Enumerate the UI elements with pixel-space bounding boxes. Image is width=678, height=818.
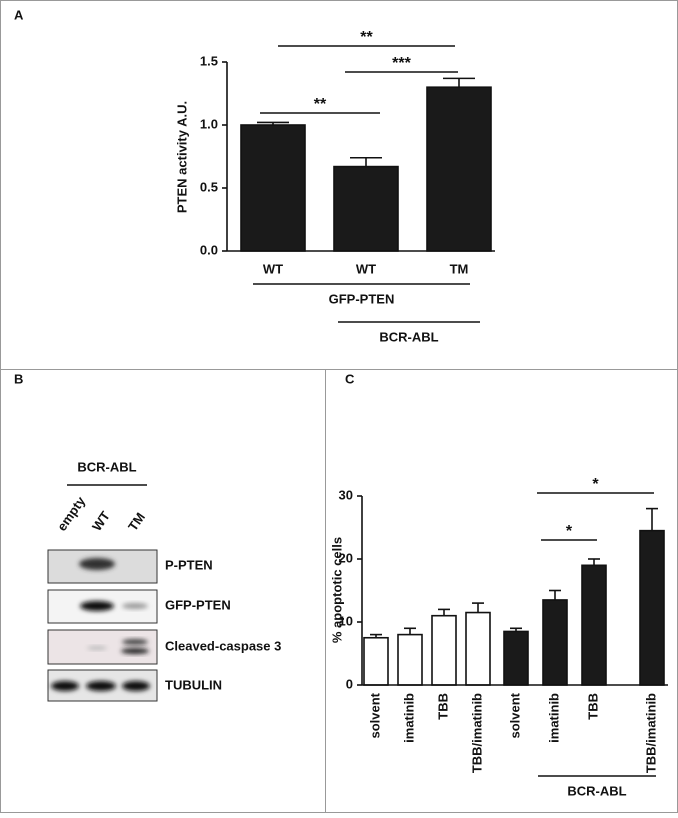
x-tick-label: TBB xyxy=(435,693,450,720)
y-tick-label: 0.0 xyxy=(200,242,218,257)
group-label: GFP-PTEN xyxy=(329,291,395,306)
y-tick-label: 20 xyxy=(339,550,353,565)
x-tick-label: WT xyxy=(356,261,376,276)
bar xyxy=(426,86,492,252)
bar xyxy=(397,633,423,686)
lane-label: empty xyxy=(54,493,89,534)
panel-frame xyxy=(325,369,678,813)
bar xyxy=(240,124,306,252)
x-tick-label: TM xyxy=(450,261,469,276)
bar xyxy=(542,599,568,686)
panel-label: C xyxy=(345,371,355,386)
x-tick-label: solvent xyxy=(367,692,382,738)
bar xyxy=(503,630,529,686)
x-tick-label: WT xyxy=(263,261,283,276)
bar xyxy=(363,636,389,686)
row-label: P-PTEN xyxy=(165,557,213,572)
y-tick-label: 0 xyxy=(346,676,353,691)
lane-label: TM xyxy=(125,510,148,534)
row-label: Cleaved-caspase 3 xyxy=(165,638,281,653)
x-tick-label: imatinib xyxy=(401,693,416,743)
x-tick-label: TBB xyxy=(585,693,600,720)
panel-label: A xyxy=(14,7,24,22)
y-tick-label: 1.0 xyxy=(200,116,218,131)
bar xyxy=(465,611,491,686)
bar xyxy=(333,165,399,252)
blot-group-label: BCR-ABL xyxy=(77,459,136,474)
panel-label: B xyxy=(14,371,23,386)
x-tick-label: imatinib xyxy=(546,693,561,743)
row-label: TUBULIN xyxy=(165,677,222,692)
y-tick-label: 1.5 xyxy=(200,53,218,68)
bar xyxy=(639,529,665,686)
y-tick-label: 30 xyxy=(339,487,353,502)
row-label: GFP-PTEN xyxy=(165,597,231,612)
y-axis-label: PTEN activity A.U. xyxy=(174,101,189,213)
significance-label: *** xyxy=(392,55,411,72)
group-label: BCR-ABL xyxy=(567,783,626,798)
significance-label: * xyxy=(566,523,573,540)
significance-label: ** xyxy=(360,29,373,46)
bar xyxy=(581,564,607,686)
y-tick-label: 10 xyxy=(339,613,353,628)
lane-label: WT xyxy=(89,508,113,533)
significance-label: * xyxy=(592,476,599,493)
significance-label: ** xyxy=(314,96,327,113)
x-tick-label: TBB/imatinib xyxy=(643,693,658,773)
group-label: BCR-ABL xyxy=(379,329,438,344)
x-tick-label: solvent xyxy=(507,692,522,738)
y-axis-label: % apoptotic cells xyxy=(329,537,344,643)
bar xyxy=(431,614,457,686)
x-tick-label: TBB/imatinib xyxy=(469,693,484,773)
blot xyxy=(47,484,158,702)
y-tick-label: 0.5 xyxy=(200,179,218,194)
